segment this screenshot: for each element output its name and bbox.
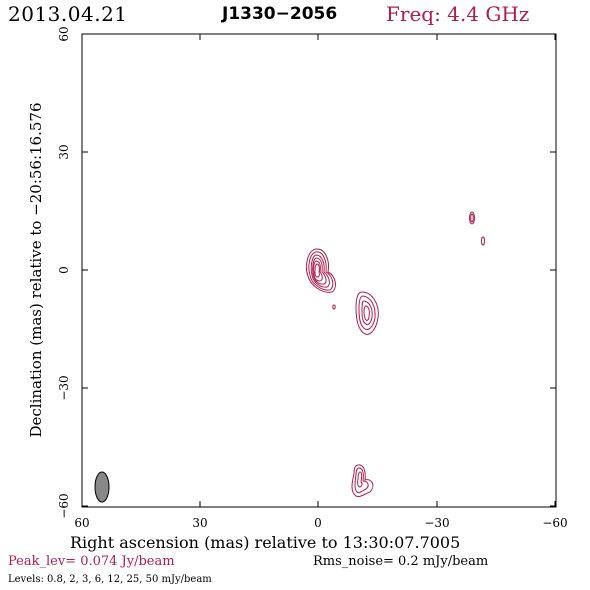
x-tick-label: −30 bbox=[424, 516, 449, 530]
x-axis-label: Right ascension (mas) relative to 13:30:… bbox=[70, 533, 461, 552]
rms-noise: Rms_noise= 0.2 mJy/beam bbox=[313, 554, 489, 569]
contour-lines bbox=[305, 211, 485, 497]
peak-level: Peak_lev= 0.074 Jy/beam bbox=[8, 554, 175, 569]
x-tick-label: 0 bbox=[314, 516, 322, 530]
core-component-contours bbox=[305, 248, 336, 310]
x-tick-labels: 60 30 0 −30 −60 bbox=[74, 516, 567, 530]
y-tick-labels: 60 30 0 −30 −60 bbox=[57, 26, 71, 518]
y-tick-label: −30 bbox=[57, 375, 71, 400]
jet-component-contours bbox=[355, 291, 379, 335]
y-tick-label: −60 bbox=[57, 493, 71, 518]
axis-ticks bbox=[81, 33, 556, 507]
y-tick-label: 60 bbox=[57, 26, 71, 41]
y-axis-label: Declination (mas) relative to −20:56:16.… bbox=[27, 102, 45, 438]
source-name: J1330−2056 bbox=[222, 4, 338, 24]
y-tick-label: 0 bbox=[57, 266, 71, 274]
frequency-label: Freq: 4.4 GHz bbox=[386, 2, 530, 26]
observation-date: 2013.04.21 bbox=[8, 2, 128, 26]
x-tick-label: −60 bbox=[542, 516, 567, 530]
southern-component-contours bbox=[351, 464, 374, 497]
x-tick-label: 30 bbox=[192, 516, 207, 530]
x-tick-label: 60 bbox=[74, 516, 89, 530]
beam-ellipse bbox=[94, 471, 110, 503]
y-tick-label: 30 bbox=[57, 144, 71, 159]
contour-levels: Levels: 0.8, 2, 3, 6, 12, 25, 50 mJy/bea… bbox=[8, 574, 212, 585]
outer-component-contours bbox=[469, 211, 485, 246]
